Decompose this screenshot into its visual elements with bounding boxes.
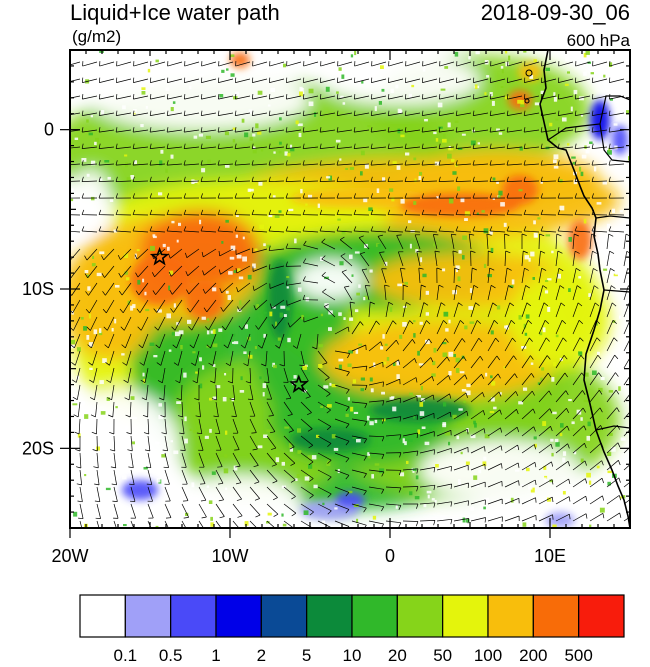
colorbar-label: 50 [433,646,452,665]
colorbar-label: 10 [343,646,362,665]
latitude-labels: 0 10S 20S [22,120,54,459]
latitude-tick-label: 0 [44,120,54,140]
colorbar-swatch [124,594,172,638]
colorbar-swatch [532,594,580,638]
wind-barbs [70,61,630,528]
colorbar-swatch [79,594,126,638]
axis-ticks [60,49,631,538]
map-plot-area [70,50,630,528]
colorbar-swatch [442,594,489,638]
africa-coastline [539,50,630,528]
site-markers [149,246,309,393]
datetime-label: 2018-09-30_06 [480,0,630,25]
longitude-tick-label: 20W [51,546,88,566]
colorbar-swatch [170,594,217,638]
colorbar-label: 0.5 [159,646,183,665]
water-path-field [70,50,630,528]
colorbar-swatch [487,594,534,638]
colorbar-label: 2 [257,646,266,665]
country-border [547,95,630,431]
longitude-tick-label: 10E [534,546,566,566]
colorbar-swatch [260,594,308,638]
latitude-tick-label: 20S [22,438,54,458]
longitude-labels: 20W 10W 0 10E [51,546,566,566]
colorbar-label: 1 [211,646,220,665]
colorbar-label: 100 [474,646,502,665]
colorbar-label: 5 [302,646,311,665]
island [524,98,530,104]
colorbar-swatch [351,594,398,638]
colorbar-label: 20 [388,646,407,665]
star-marker [289,374,309,393]
colorbar-swatch [215,594,262,638]
longitude-tick-label: 0 [385,546,395,566]
level-label: 600 hPa [566,31,630,50]
latitude-tick-label: 10S [22,279,54,299]
island [525,69,533,77]
units-label: (g/m2) [72,27,122,46]
colorbar-label: 500 [564,646,592,665]
map-title: Liquid+Ice water path [70,0,280,25]
longitude-tick-label: 10W [211,546,248,566]
colorbar: 0.1 0.5 1 2 5 10 20 50 100 200 500 [79,594,625,665]
colorbar-label: 200 [519,646,547,665]
colorbar-swatch [578,594,625,638]
colorbar-swatch [396,594,444,638]
star-marker [149,246,170,266]
colorbar-label: 0.1 [114,646,138,665]
colorbar-swatch [306,594,353,638]
